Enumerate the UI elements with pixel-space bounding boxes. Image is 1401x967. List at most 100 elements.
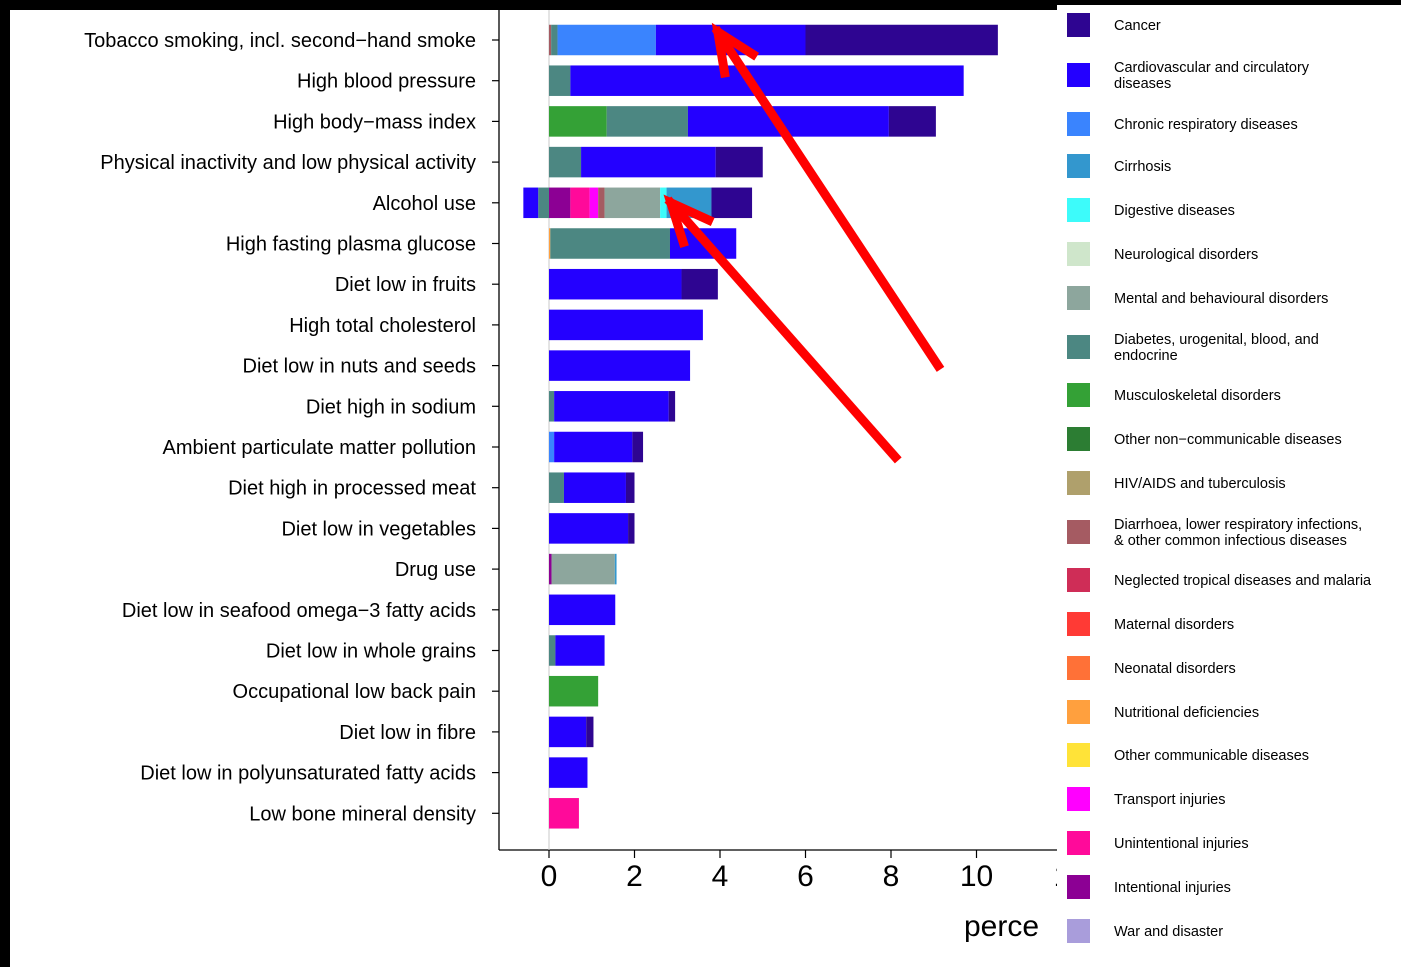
annotation-arrow-2 <box>663 194 902 464</box>
legend-item-cancer: Cancer <box>1067 13 1161 37</box>
bar-segment-cardiovascular-and-circulatory-diseases <box>549 594 616 626</box>
bar-segment-digestive-diseases <box>660 187 667 219</box>
legend-item-unintentional-injuries: Unintentional injuries <box>1067 831 1249 855</box>
bar-segment-cardiovascular-and-circulatory-diseases <box>555 635 605 666</box>
bar-segment-cardiovascular-and-circulatory-diseases <box>549 309 703 341</box>
legend-item-transport-injuries: Transport injuries <box>1067 787 1225 811</box>
bar-segment-cancer <box>586 716 594 748</box>
bar-segment-diabetes-urogenital-blood-and-endocrine <box>551 24 558 56</box>
bar-segment-cardiovascular-and-circulatory-diseases <box>554 391 669 422</box>
bar-segment-cardiovascular-and-circulatory-diseases <box>581 146 716 178</box>
x-axis-title: perce <box>964 910 1039 943</box>
x-tick-label: 4 <box>712 860 729 893</box>
x-tick-label: 2 <box>626 860 643 893</box>
legend-label: Diarrhoea, lower respiratory infections,… <box>1114 517 1362 549</box>
x-tick-label: 0 <box>541 860 558 893</box>
legend-label: Mental and behavioural disorders <box>1114 291 1328 307</box>
legend-item-neglected-tropical-diseases-and-malaria: Neglected tropical diseases and malaria <box>1067 568 1372 592</box>
legend-swatch <box>1067 63 1090 87</box>
bar-segment-diabetes-urogenital-blood-and-endocrine <box>549 391 555 422</box>
legend-item-diarrhoea-lower-respiratory-infections-other-common-infectious-diseases: Diarrhoea, lower respiratory infections,… <box>1067 517 1362 549</box>
x-tick-label: 1 <box>1054 860 1057 893</box>
legend-label: Other communicable diseases <box>1114 748 1309 764</box>
bar-ambient-particulate-matter-pollution <box>549 431 644 463</box>
bar-segment-cancer <box>628 513 635 544</box>
bar-segment-diarrhoea-lower-respiratory-infections-other-common-infectious-diseases <box>549 24 552 56</box>
legend-label: Unintentional injuries <box>1114 836 1249 852</box>
arrow-shaft <box>711 25 945 372</box>
bar-diet-high-in-sodium <box>549 391 676 422</box>
x-tick-label: 8 <box>883 860 900 893</box>
bar-diet-low-in-polyunsaturated-fatty-acids <box>549 757 588 788</box>
legend-swatch <box>1067 787 1090 811</box>
legend-swatch <box>1067 919 1090 943</box>
legend-swatch <box>1067 568 1090 592</box>
legend-swatch <box>1067 427 1090 451</box>
bar-segment-diabetes-urogenital-blood-and-endocrine <box>549 635 556 666</box>
legend-swatch <box>1067 520 1090 544</box>
bar-occupational-low-back-pain <box>549 675 599 707</box>
legend-label: Digestive diseases <box>1114 203 1235 219</box>
annotation-arrow-1 <box>711 22 945 372</box>
bar-segment-cardiovascular-and-circulatory-diseases <box>549 757 588 788</box>
bar-segment-mental-and-behavioural-disorders <box>604 187 661 219</box>
bar-physical-inactivity-and-low-physical-activity <box>549 146 763 178</box>
bar-segment-musculoskeletal-disorders <box>549 675 599 707</box>
chart-legend: Cancer Cardiovascular and circulatory dise… <box>1067 13 1372 943</box>
bar-segment-cardiovascular-and-circulatory-diseases <box>523 187 539 219</box>
category-label-high-fasting-plasma-glucose: High fasting plasma glucose <box>226 234 476 256</box>
bar-high-blood-pressure <box>549 65 964 96</box>
legend-item-hiv-aids-and-tuberculosis: HIV/AIDS and tuberculosis <box>1067 471 1286 495</box>
category-label-diet-low-in-seafood-omega-3-fatty-acids: Diet low in seafood omega−3 fatty acids <box>122 600 476 622</box>
legend-item-war-and-disaster: War and disaster <box>1067 919 1223 943</box>
legend-item-intentional-injuries: Intentional injuries <box>1067 875 1231 899</box>
legend-item-other-non-communicable-diseases: Other non−communicable diseases <box>1067 427 1342 451</box>
bar-segment-cardiovascular-and-circulatory-diseases <box>549 513 629 544</box>
bar-segment-diarrhoea-lower-respiratory-infections-other-common-infectious-diseases <box>598 187 605 219</box>
bar-diet-low-in-vegetables <box>549 513 635 544</box>
category-label-diet-low-in-vegetables: Diet low in vegetables <box>281 518 476 540</box>
category-label-diet-low-in-fibre: Diet low in fibre <box>339 722 476 744</box>
bar-segment-cancer <box>625 472 635 503</box>
bar-drug-use <box>549 553 617 585</box>
legend-swatch <box>1067 112 1090 136</box>
legend-label: Cancer <box>1114 18 1161 34</box>
legend-swatch <box>1067 656 1090 680</box>
legend-swatch <box>1067 831 1090 855</box>
category-label-ambient-particulate-matter-pollution: Ambient particulate matter pollution <box>163 437 477 459</box>
bar-segment-diabetes-urogenital-blood-and-endocrine <box>550 228 670 259</box>
bar-segment-musculoskeletal-disorders <box>549 106 607 137</box>
legend-swatch <box>1067 286 1090 310</box>
bar-segment-mental-and-behavioural-disorders <box>551 553 615 585</box>
legend-item-neonatal-disorders: Neonatal disorders <box>1067 656 1236 680</box>
chart-panel: Tobacco smoking, incl. second−hand smoke… <box>10 10 1057 967</box>
bar-segment-chronic-respiratory-diseases <box>557 24 656 56</box>
legend-item-mental-and-behavioural-disorders: Mental and behavioural disorders <box>1067 286 1328 310</box>
legend-swatch <box>1067 154 1090 178</box>
bar-chart: Tobacco smoking, incl. second−hand smoke… <box>84 10 1057 943</box>
legend-label: Neonatal disorders <box>1114 661 1236 677</box>
category-label-alcohol-use: Alcohol use <box>373 193 476 215</box>
bar-segment-unintentional-injuries <box>570 187 590 219</box>
bar-segment-diabetes-urogenital-blood-and-endocrine <box>606 106 688 137</box>
legend-label: Neglected tropical diseases and malaria <box>1114 573 1372 589</box>
legend-label: HIV/AIDS and tuberculosis <box>1114 476 1286 492</box>
legend-swatch <box>1067 743 1090 767</box>
legend-swatch <box>1067 700 1090 724</box>
legend-label: Nutritional deficiencies <box>1114 705 1259 721</box>
legend-item-chronic-respiratory-diseases: Chronic respiratory diseases <box>1067 112 1298 136</box>
legend-item-neurological-disorders: Neurological disorders <box>1067 242 1258 266</box>
bar-segment-nutritional-deficiencies <box>549 228 551 259</box>
x-tick-label: 10 <box>960 860 993 893</box>
bar-diet-low-in-nuts-and-seeds <box>549 350 691 381</box>
category-label-diet-high-in-sodium: Diet high in sodium <box>306 396 476 418</box>
bar-diet-low-in-whole-grains <box>549 635 605 666</box>
bar-segment-diabetes-urogenital-blood-and-endocrine <box>538 187 549 219</box>
legend-label: Musculoskeletal disorders <box>1114 388 1281 404</box>
bar-segment-cardiovascular-and-circulatory-diseases <box>570 65 964 96</box>
legend-swatch <box>1067 383 1090 407</box>
bar-segment-cardiovascular-and-circulatory-diseases <box>554 431 633 463</box>
legend-label: War and disaster <box>1114 924 1223 940</box>
category-label-tobacco-smoking-incl-second-hand-smoke: Tobacco smoking, incl. second−hand smoke <box>84 30 476 52</box>
legend-panel: Cancer Cardiovascular and circulatory dise… <box>1057 5 1401 967</box>
